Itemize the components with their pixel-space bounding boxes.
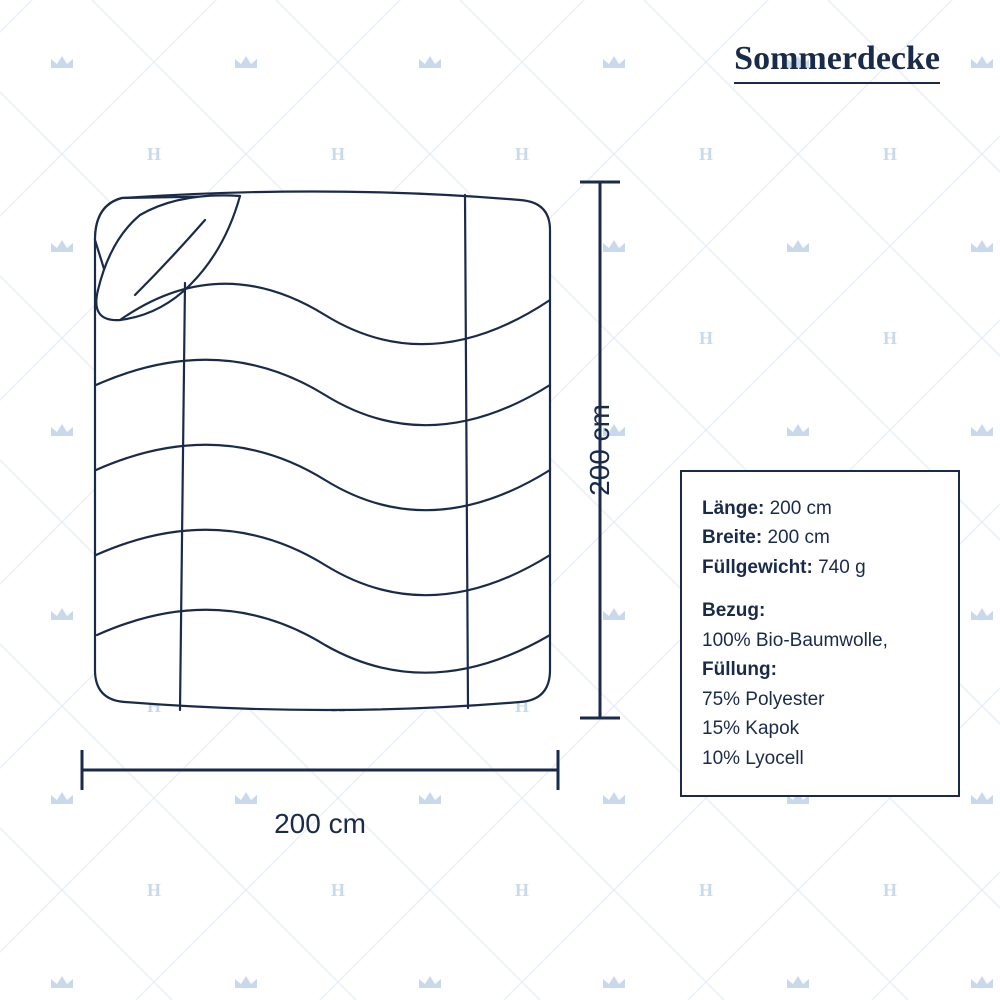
dimension-height: 200 cm [570, 180, 630, 720]
height-label: 200 cm [584, 404, 616, 496]
spec-filling-label: Füllung: [702, 655, 938, 684]
spec-filling-0: 75% Polyester [702, 685, 938, 714]
spec-length: Länge: 200 cm [702, 494, 938, 523]
duvet-illustration [80, 180, 560, 720]
dimension-width: 200 cm [80, 740, 560, 800]
spec-box: Länge: 200 cm Breite: 200 cm Füllgewicht… [680, 470, 960, 797]
spec-width: Breite: 200 cm [702, 523, 938, 552]
spec-fillweight: Füllgewicht: 740 g [702, 553, 938, 582]
width-label: 200 cm [274, 808, 366, 840]
spec-cover-value: 100% Bio-Baumwolle, [702, 626, 938, 655]
product-title: Sommerdecke [734, 40, 940, 84]
spec-cover-label: Bezug: [702, 596, 938, 625]
spec-filling-2: 10% Lyocell [702, 744, 938, 773]
spec-filling-1: 15% Kapok [702, 714, 938, 743]
